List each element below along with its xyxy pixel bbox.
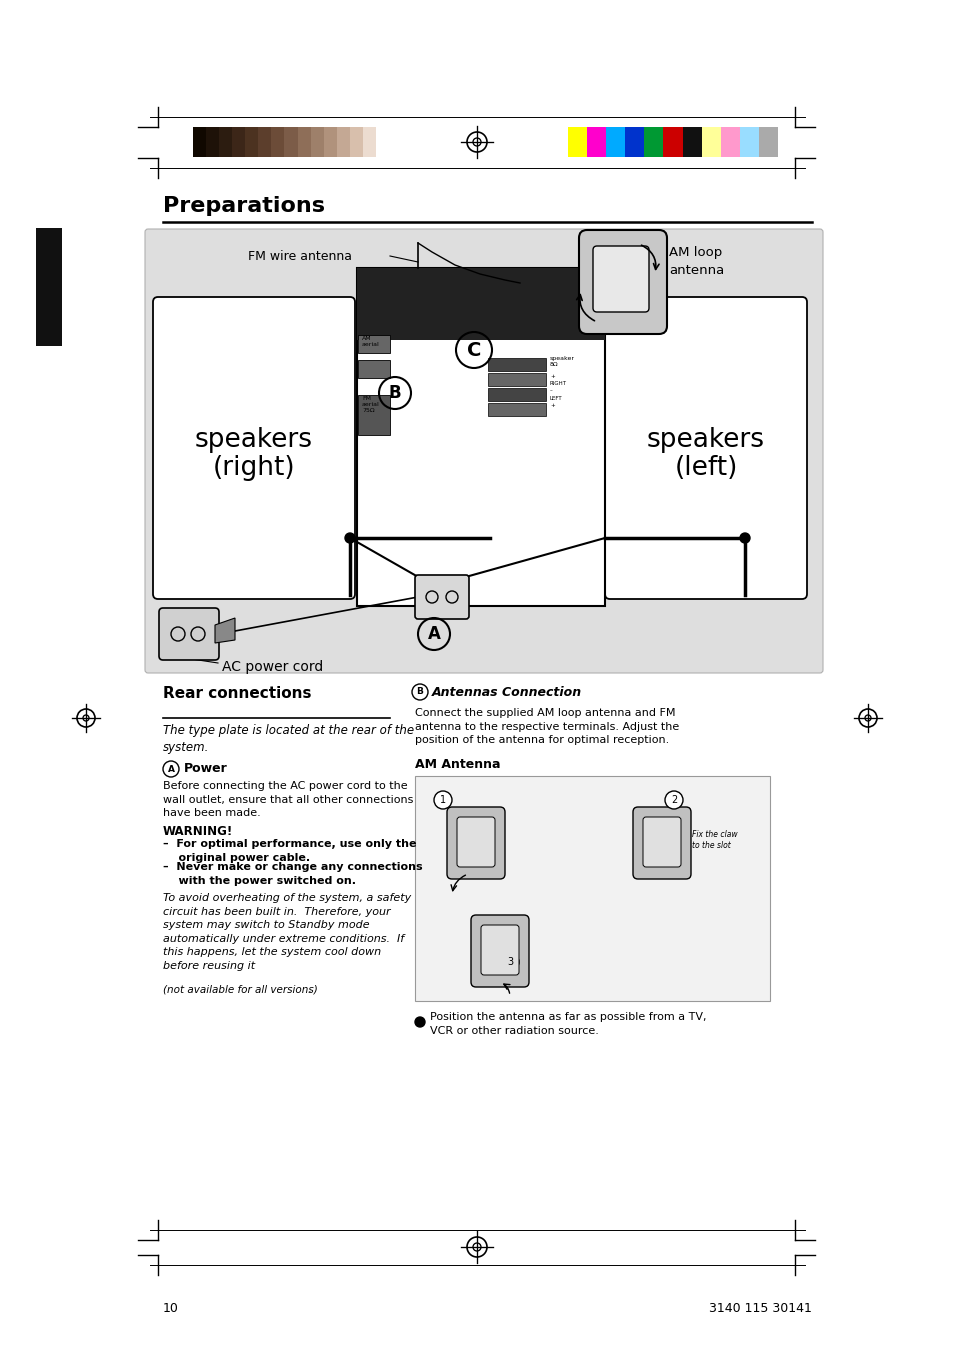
Text: Rear connections: Rear connections (163, 686, 312, 701)
Text: AM
aerial: AM aerial (361, 336, 379, 347)
Bar (356, 267, 604, 607)
Text: Power: Power (184, 762, 228, 775)
Bar (357, 359, 390, 378)
Circle shape (415, 1017, 424, 1027)
Bar (357, 394, 390, 435)
Text: –: – (550, 388, 552, 393)
Text: FM wire antenna: FM wire antenna (248, 250, 352, 262)
Circle shape (345, 534, 355, 543)
Text: FM
aerial
75Ω: FM aerial 75Ω (361, 396, 379, 412)
Bar (284, 127, 297, 157)
FancyBboxPatch shape (152, 297, 355, 598)
Bar (624, 127, 644, 157)
Text: WARNING!: WARNING! (163, 825, 233, 838)
Text: English: English (44, 269, 54, 309)
Bar (232, 127, 246, 157)
Bar (297, 127, 311, 157)
Bar (488, 388, 545, 401)
Bar (681, 127, 701, 157)
Bar (415, 775, 769, 1001)
FancyBboxPatch shape (578, 230, 666, 334)
Text: B: B (388, 384, 401, 403)
Circle shape (664, 790, 682, 809)
FancyBboxPatch shape (480, 925, 518, 975)
Bar (357, 335, 390, 353)
FancyBboxPatch shape (145, 230, 822, 673)
Text: AM loop: AM loop (668, 246, 721, 259)
Text: 2: 2 (670, 794, 677, 805)
FancyBboxPatch shape (593, 246, 648, 312)
Bar (36, 228, 62, 346)
Bar (219, 127, 233, 157)
Circle shape (500, 952, 518, 971)
Circle shape (740, 534, 749, 543)
Bar (350, 127, 363, 157)
Text: speaker
8Ω: speaker 8Ω (550, 357, 575, 367)
Text: (right): (right) (213, 455, 295, 481)
FancyBboxPatch shape (633, 807, 690, 880)
Text: Antennas Connection: Antennas Connection (432, 686, 581, 698)
Text: The type plate is located at the rear of the
system.: The type plate is located at the rear of… (163, 724, 414, 754)
Text: 3140 115 30141: 3140 115 30141 (708, 1302, 811, 1315)
Bar (323, 127, 337, 157)
Text: 10: 10 (163, 1302, 178, 1315)
Polygon shape (214, 617, 234, 643)
Bar (206, 127, 219, 157)
Text: (not available for all versions): (not available for all versions) (163, 984, 317, 994)
Text: Preparations: Preparations (163, 196, 325, 216)
FancyBboxPatch shape (447, 807, 504, 880)
Bar (700, 127, 720, 157)
Text: B: B (416, 688, 423, 697)
Text: .: . (308, 984, 312, 994)
Text: Connect the supplied AM loop antenna and FM
antenna to the respective terminals.: Connect the supplied AM loop antenna and… (415, 708, 679, 746)
Text: +: + (550, 403, 554, 408)
Bar (336, 127, 350, 157)
Text: –  Never make or change any connections
    with the power switched on.: – Never make or change any connections w… (163, 862, 422, 886)
Text: –  For optimal performance, use only the
    original power cable.: – For optimal performance, use only the … (163, 839, 416, 863)
Bar (605, 127, 625, 157)
Bar (356, 267, 604, 340)
FancyBboxPatch shape (642, 817, 680, 867)
Text: (left): (left) (674, 455, 737, 481)
Circle shape (434, 790, 452, 809)
Text: A: A (427, 626, 440, 643)
Bar (662, 127, 682, 157)
Bar (488, 358, 545, 372)
FancyBboxPatch shape (415, 576, 469, 619)
Bar (739, 127, 759, 157)
Bar (362, 127, 376, 157)
Text: 3: 3 (506, 957, 513, 967)
Text: AM Antenna: AM Antenna (415, 758, 500, 771)
Bar (586, 127, 606, 157)
Text: 1: 1 (439, 794, 446, 805)
Text: RIGHT: RIGHT (550, 381, 566, 386)
Bar (245, 127, 258, 157)
Bar (759, 127, 778, 157)
Text: To avoid overheating of the system, a safety
circuit has been built in.  Therefo: To avoid overheating of the system, a sa… (163, 893, 411, 971)
Text: speakers: speakers (194, 427, 313, 453)
Text: speakers: speakers (646, 427, 764, 453)
Bar (643, 127, 663, 157)
Text: +: + (550, 374, 554, 380)
Bar (272, 127, 285, 157)
Text: Before connecting the AC power cord to the
wall outlet, ensure that all other co: Before connecting the AC power cord to t… (163, 781, 413, 819)
Text: LEFT: LEFT (550, 396, 562, 401)
FancyBboxPatch shape (159, 608, 219, 661)
Text: AC power cord: AC power cord (222, 661, 323, 674)
Text: Fix the claw
to the slot: Fix the claw to the slot (691, 831, 737, 850)
Text: A: A (168, 765, 174, 774)
Bar (720, 127, 740, 157)
FancyBboxPatch shape (604, 297, 806, 598)
Bar (311, 127, 324, 157)
Bar (488, 373, 545, 386)
Bar (193, 127, 207, 157)
Bar (488, 403, 545, 416)
Text: C: C (466, 340, 480, 359)
Text: Position the antenna as far as possible from a TV,
VCR or other radiation source: Position the antenna as far as possible … (430, 1012, 706, 1036)
Bar (258, 127, 272, 157)
Bar (567, 127, 587, 157)
Text: antenna: antenna (668, 263, 723, 277)
FancyBboxPatch shape (471, 915, 529, 988)
FancyBboxPatch shape (456, 817, 495, 867)
